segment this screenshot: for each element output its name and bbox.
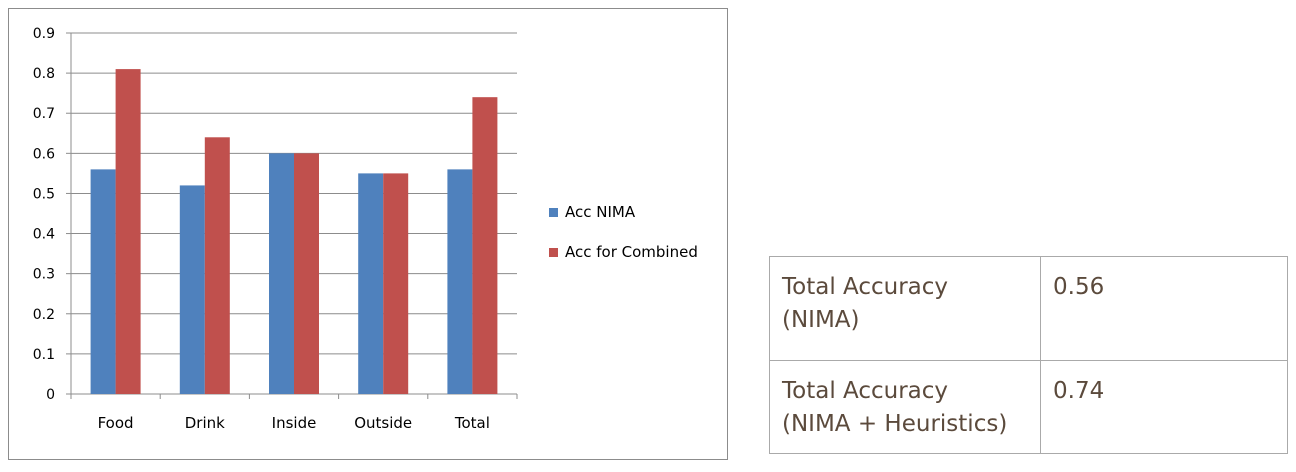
y-tick-label: 0 xyxy=(46,387,55,403)
bar-0 xyxy=(269,153,294,394)
table-label-cell: Total Accuracy (NIMA) xyxy=(769,256,1041,361)
x-tick-label: Total xyxy=(454,414,490,432)
bar-0 xyxy=(90,169,116,394)
x-tick-label: Food xyxy=(98,414,134,432)
bar-chart: 0 0.1 0.2 0.3 0.4 0.5 0.6 0.7 0.8 0.9 Food Drink Ins… xyxy=(33,26,698,432)
legend-swatch xyxy=(549,248,558,257)
row-value: 0.56 xyxy=(1053,274,1105,300)
bar-1 xyxy=(472,97,498,394)
bar-1 xyxy=(204,137,230,395)
bar-1 xyxy=(115,69,141,394)
x-tick-label: Drink xyxy=(185,414,225,432)
x-tick-label: Inside xyxy=(272,414,317,432)
bar-0 xyxy=(179,185,205,394)
table-value-cell: 0.74 xyxy=(1040,360,1288,454)
y-tick-label: 0.4 xyxy=(33,227,55,243)
y-tick-label: 0.1 xyxy=(33,347,55,363)
y-tick-label: 0.3 xyxy=(33,267,55,283)
accuracy-table: Total Accuracy (NIMA) 0.56 Total Accurac… xyxy=(769,256,1288,454)
row-label-line1: Total Accuracy xyxy=(782,378,949,404)
chart-frame: 0 0.1 0.2 0.3 0.4 0.5 0.6 0.7 0.8 0.9 Food Drink Ins… xyxy=(8,8,728,460)
table-row: Total Accuracy (NIMA + Heuristics) 0.74 xyxy=(769,360,1288,454)
row-label-line2: (NIMA + Heuristics) xyxy=(782,411,1008,437)
table-row: Total Accuracy (NIMA) 0.56 xyxy=(769,256,1288,361)
row-value: 0.74 xyxy=(1053,378,1105,404)
y-tick-label: 0.6 xyxy=(33,146,55,162)
bar-1 xyxy=(294,153,319,394)
table-value-cell: 0.56 xyxy=(1040,256,1288,361)
table-label-cell: Total Accuracy (NIMA + Heuristics) xyxy=(769,360,1041,454)
legend-label: Acc NIMA xyxy=(565,203,636,221)
bar-0 xyxy=(447,169,473,394)
y-tick-label: 0.7 xyxy=(33,106,55,122)
y-tick-label: 0.8 xyxy=(33,66,55,82)
bar-1 xyxy=(383,173,409,394)
bar-0 xyxy=(358,173,384,394)
legend-swatch xyxy=(549,208,558,217)
legend-label: Acc for Combined xyxy=(565,243,698,261)
row-label-line2: (NIMA) xyxy=(782,307,860,333)
row-label-line1: Total Accuracy xyxy=(782,274,949,300)
y-tick-label: 0.2 xyxy=(33,307,55,323)
y-tick-label: 0.9 xyxy=(33,26,55,42)
x-tick-label: Outside xyxy=(354,414,412,432)
y-tick-label: 0.5 xyxy=(33,186,55,202)
